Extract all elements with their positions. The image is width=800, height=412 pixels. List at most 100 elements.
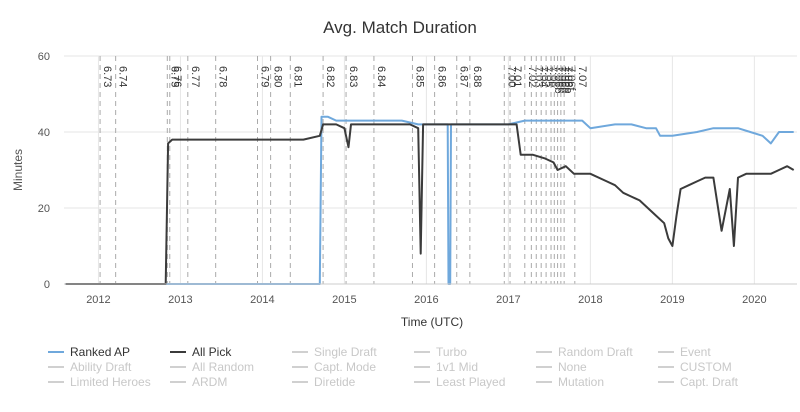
legend-label: None [558,359,587,374]
patch-marker-label: 6.88 [471,66,483,87]
legend-item-random-draft[interactable]: Random Draft [528,345,650,359]
legend-label: Random Draft [558,344,633,359]
patch-markers: 6.73 6.74 6.756.76 6.77 6.78 6.79 6.80 6.81 6.82… [99,56,588,284]
legend-item-custom[interactable]: CUSTOM [650,360,772,374]
y-tick-label: 60 [38,51,50,63]
x-tick-label: 2014 [250,294,274,306]
patch-marker-label: 6.76 [171,66,183,87]
patch-marker-label: 6.73 [101,66,113,87]
legend-swatch [414,380,430,383]
legend-swatch [658,350,674,353]
legend-label: Turbo [436,344,467,359]
legend: Ranked AP All Pick Single Draft Turbo Random… [40,344,800,389]
series-line-ranked-ap [65,115,794,285]
legend-item-ranked-ap[interactable]: Ranked AP [40,345,162,359]
legend-swatch [48,365,64,368]
grid-layer [64,55,797,285]
legend-swatch [48,380,64,383]
legend-label: Capt. Mode [314,359,377,374]
y-tick-label: 20 [38,203,50,215]
patch-marker-label: 7.07 [576,66,588,87]
legend-label: Ranked AP [70,344,131,359]
legend-label: Diretide [314,374,356,389]
legend-item-all-random[interactable]: All Random [162,360,284,374]
legend-swatch [292,350,308,353]
x-tick-label: 2012 [86,294,110,306]
legend-item-ardm[interactable]: ARDM [162,375,284,389]
legend-swatch [658,380,674,383]
legend-item-least-played[interactable]: Least Played [406,375,528,389]
legend-item-mutation[interactable]: Mutation [528,375,650,389]
legend-swatch [536,380,552,383]
legend-item-limited-heroes[interactable]: Limited Heroes [40,375,162,389]
legend-label: Mutation [558,374,605,389]
patch-marker-label: 6.87 [458,66,470,87]
patch-marker-label: 6.81 [291,66,303,87]
patch-marker-label: 7.06d [559,66,571,94]
x-tick-label: 2016 [414,294,438,306]
x-axis-label: Time (UTC) [401,315,463,329]
axis-layer: 0 20 40 60 2012 2013 2014 2015 2016 2017 2018 2019 2… [38,51,797,306]
series-layer [65,115,795,285]
legend-label: CUSTOM [680,359,732,374]
legend-row: Limited Heroes ARDM Diretide Least Played Mu… [40,374,800,389]
legend-item-single-draft[interactable]: Single Draft [284,345,406,359]
x-tick-label: 2018 [578,294,602,306]
patch-marker-label: 6.82 [324,66,336,87]
line-chart: Avg. Match Duration Minutes Time (UTC) 6… [11,18,797,329]
patch-marker-label: 6.74 [117,66,129,87]
x-tick-label: 2019 [660,294,684,306]
patch-marker-label: 7.04 [537,66,549,87]
legend-swatch [414,350,430,353]
legend-item-capt-draft[interactable]: Capt. Draft [650,375,772,389]
legend-label: Ability Draft [70,359,132,374]
legend-item-capt-mode[interactable]: Capt. Mode [284,360,406,374]
patch-marker-label: 6.75 [168,66,180,87]
y-axis-label: Minutes [11,149,25,191]
legend-item-all-pick[interactable]: All Pick [162,345,284,359]
patch-marker-label: 7.01 [511,66,523,87]
x-tick-label: 2013 [168,294,192,306]
legend-swatch [536,365,552,368]
legend-swatch [292,365,308,368]
legend-row: Ranked AP All Pick Single Draft Turbo Random… [40,344,800,359]
patch-marker-label: 7.06f [565,66,577,91]
legend-label: Capt. Draft [680,374,739,389]
legend-swatch [170,365,186,368]
patch-marker-label: 7.05 [542,66,554,87]
legend-swatch [536,350,552,353]
y-tick-label: 40 [38,127,50,139]
legend-label: Single Draft [314,344,377,359]
patch-marker-label: 6.80 [272,66,284,87]
patch-marker-label: 7.03 [532,66,544,87]
patch-marker-label: 6.83 [347,66,359,87]
legend-item-event[interactable]: Event [650,345,772,359]
patch-marker-label: 7.00 [505,66,517,87]
legend-swatch [414,365,430,368]
legend-item-ability-draft[interactable]: Ability Draft [40,360,162,374]
legend-item-diretide[interactable]: Diretide [284,375,406,389]
legend-label: ARDM [192,374,228,389]
chart-title: Avg. Match Duration [323,18,477,37]
legend-item-turbo[interactable]: Turbo [406,345,528,359]
legend-swatch [170,350,186,353]
patch-marker-label: 6.78 [217,66,229,87]
legend-swatch [658,365,674,368]
patch-marker-label: 6.79 [258,66,270,87]
legend-label: 1v1 Mid [436,359,479,374]
patch-marker-label: 7.06e [562,66,574,94]
legend-label: Event [680,344,711,359]
patch-marker-label: 6.86 [436,66,448,87]
series-line-all-pick [65,123,795,285]
legend-item-none[interactable]: None [528,360,650,374]
legend-swatch [170,380,186,383]
legend-label: All Pick [192,344,232,359]
legend-item-1v1-mid[interactable]: 1v1 Mid [406,360,528,374]
patch-marker-label: 7.06 [547,66,559,87]
patch-marker-label: 6.77 [189,66,201,87]
legend-row: Ability Draft All Random Capt. Mode 1v1 Mid… [40,359,800,374]
y-tick-label: 0 [44,279,50,291]
x-tick-label: 2020 [742,294,766,306]
x-tick-label: 2015 [332,294,356,306]
